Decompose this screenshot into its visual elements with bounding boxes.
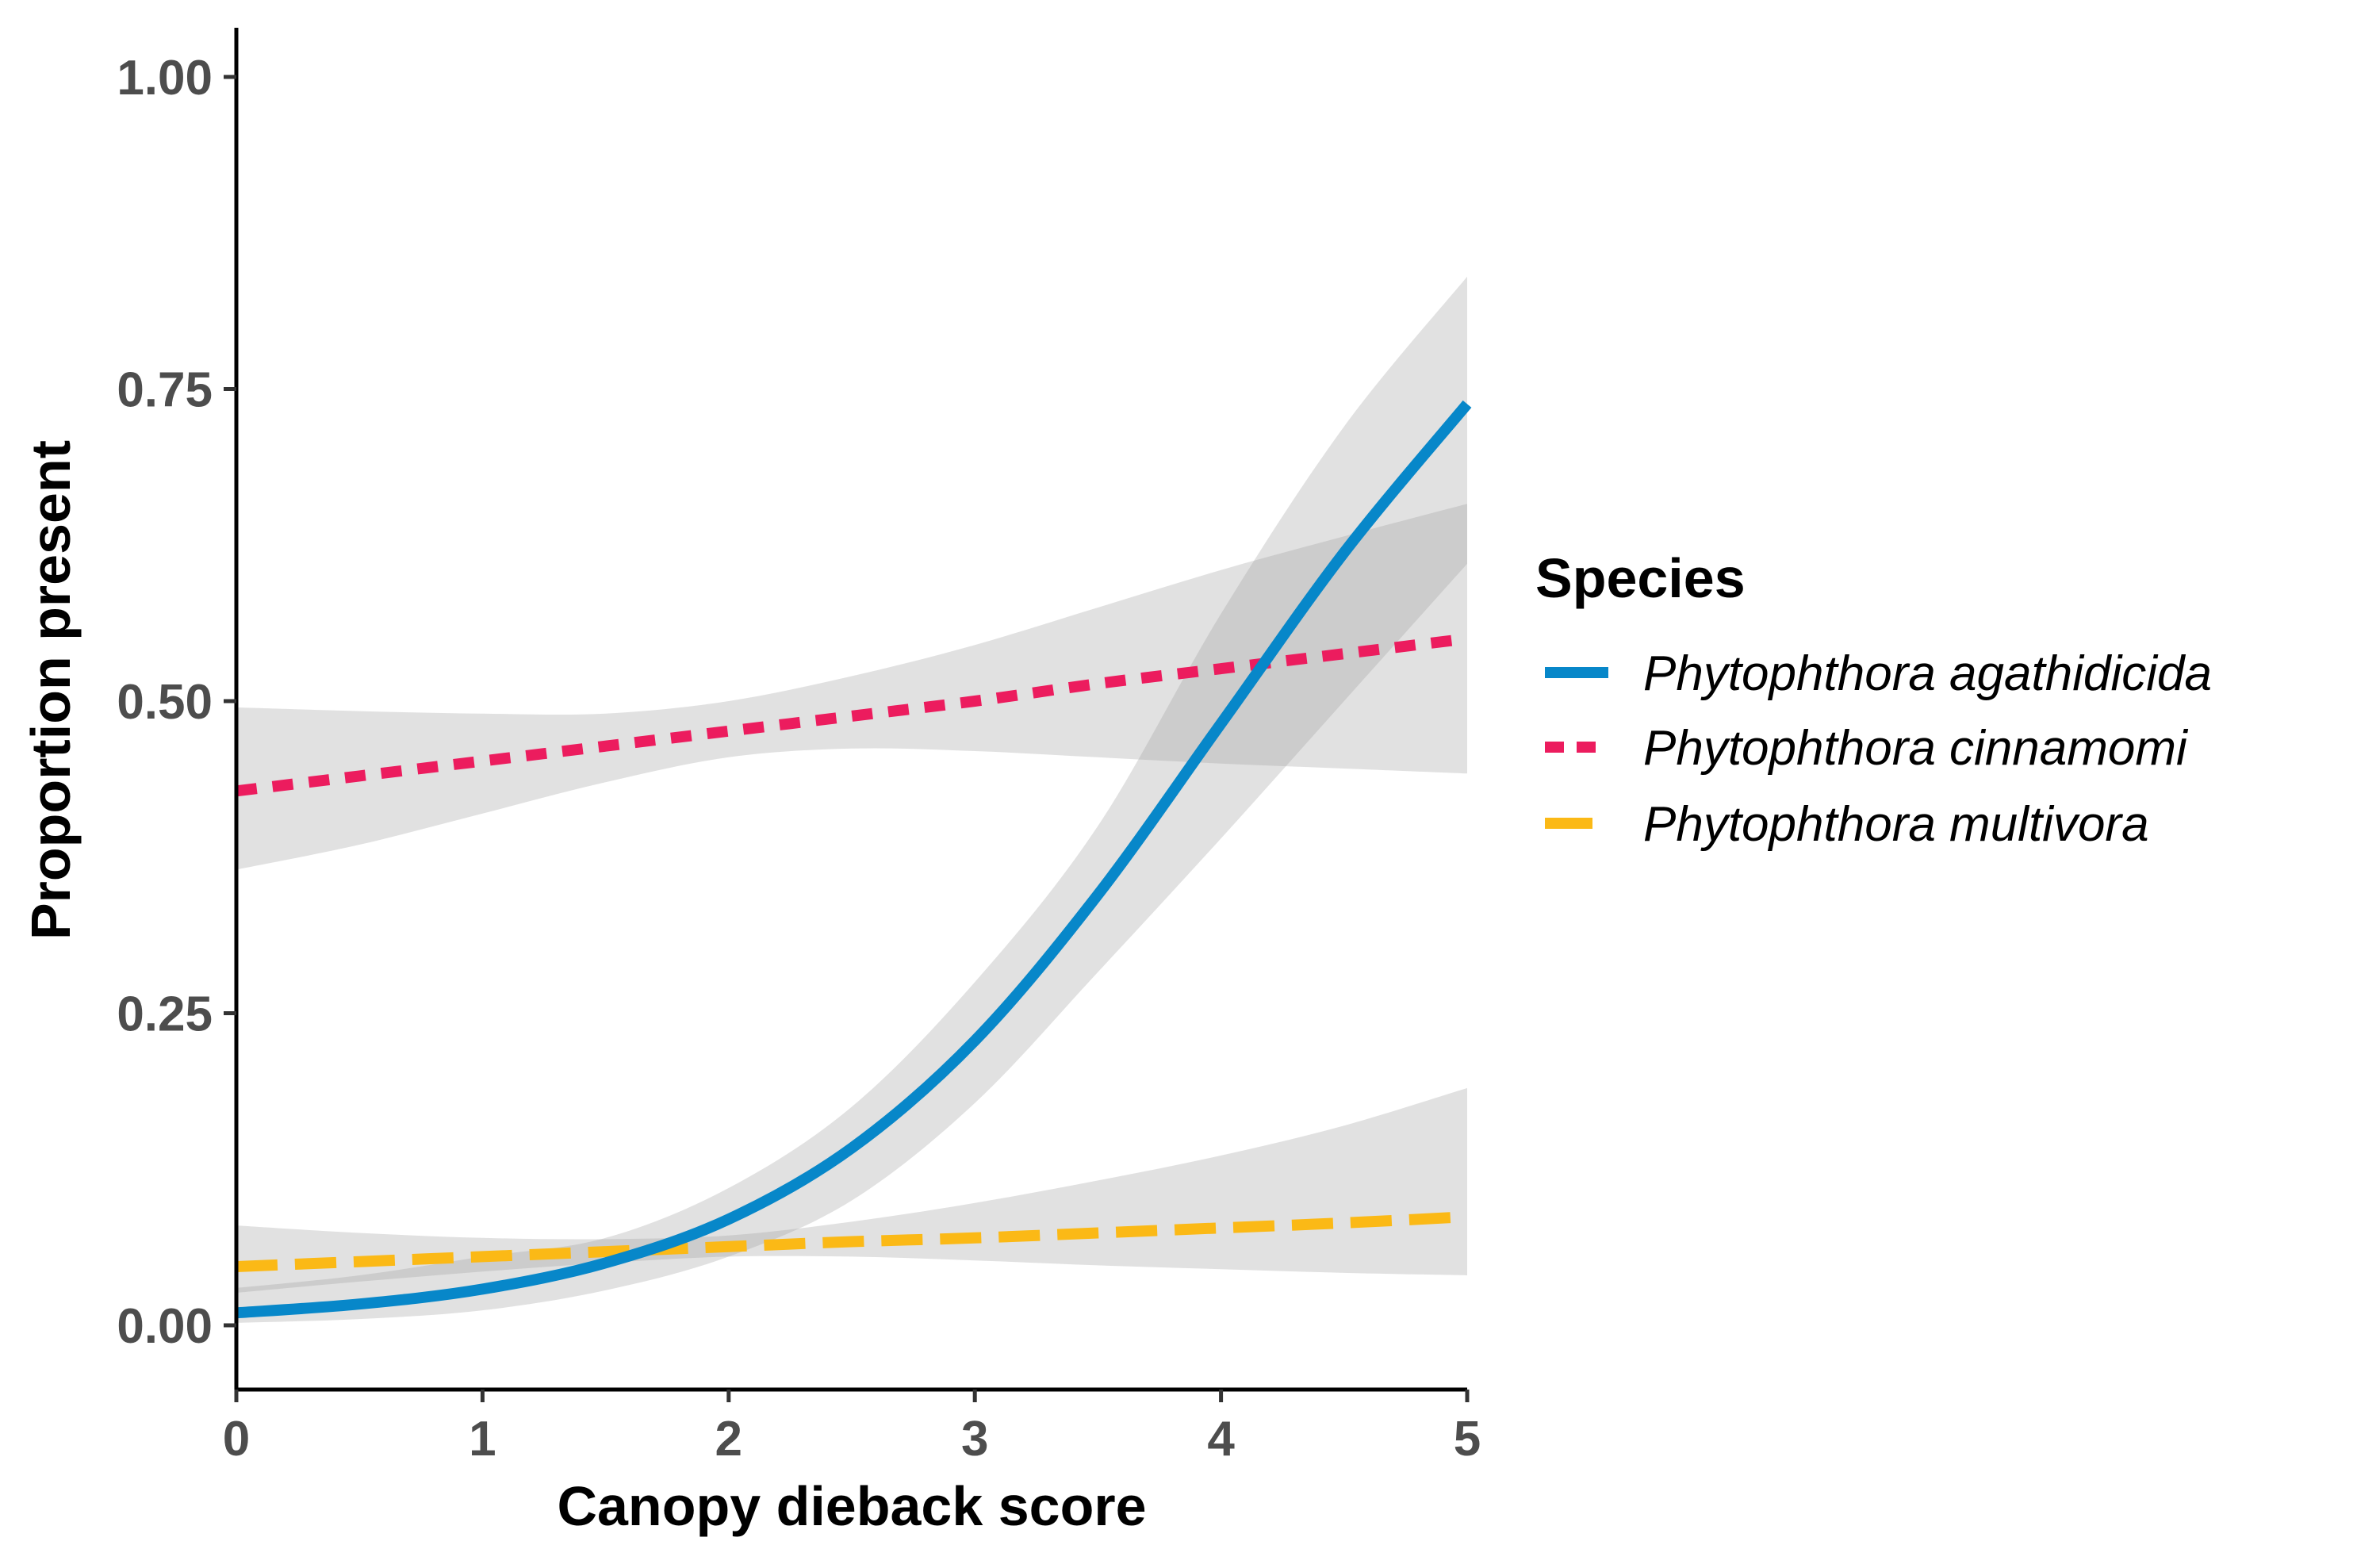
y-tick-label: 1.00: [117, 51, 213, 105]
legend-title: Species: [1535, 547, 1746, 609]
confidence-bands: [236, 276, 1467, 1323]
ci-band-phytophthora-cinnamomi: [236, 504, 1467, 870]
legend: Species Phytophthora agathidicida Phytoph…: [1535, 547, 2212, 852]
x-axis-ticks: 0 1 2 3 4 5: [223, 1390, 1481, 1466]
x-tick-label: 5: [1454, 1412, 1481, 1466]
x-tick-label: 1: [469, 1412, 496, 1466]
legend-label-phytophthora-agathidicida: Phytophthora agathidicida: [1643, 646, 2212, 701]
legend-label-phytophthora-multivora: Phytophthora multivora: [1643, 797, 2149, 852]
series-line-phytophthora-agathidicida: [236, 400, 1472, 1319]
legend-label-phytophthora-cinnamomi: Phytophthora cinnamomi: [1643, 721, 2189, 776]
y-tick-label: 0.00: [117, 1299, 213, 1354]
x-tick-label: 2: [715, 1412, 742, 1466]
x-axis-title: Canopy dieback score: [557, 1475, 1146, 1537]
series-lines: [236, 400, 1472, 1319]
x-tick-label: 0: [223, 1412, 250, 1466]
x-tick-label: 4: [1207, 1412, 1235, 1466]
y-tick-label: 0.75: [117, 363, 213, 418]
ci-band-phytophthora-multivora: [236, 1087, 1467, 1294]
y-axis-ticks: 0.00 0.25 0.50 0.75 1.00: [117, 51, 236, 1354]
y-tick-label: 0.50: [117, 675, 213, 730]
series-line-phytophthora-multivora: [236, 1211, 1468, 1272]
y-axis-title: Proportion present: [20, 440, 82, 940]
y-tick-label: 0.25: [117, 987, 213, 1042]
x-tick-label: 3: [961, 1412, 988, 1466]
ci-band-phytophthora-agathidicida: [236, 276, 1467, 1323]
